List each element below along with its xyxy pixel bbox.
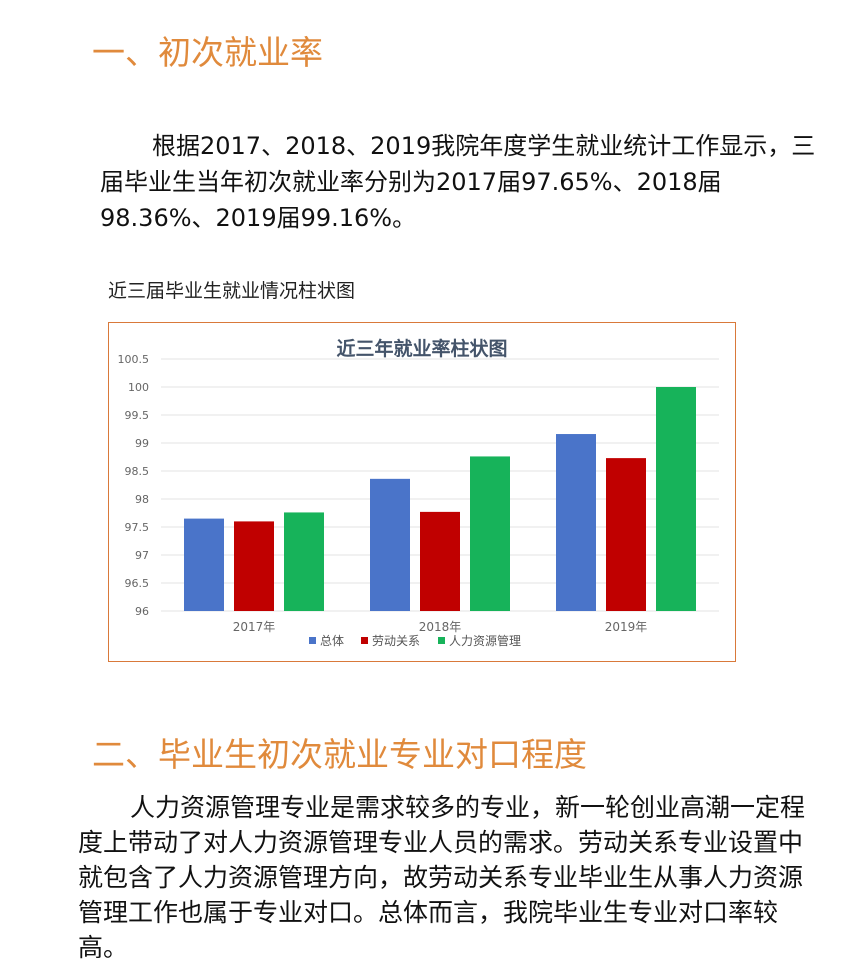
bar (234, 521, 274, 611)
y-tick-label: 96 (135, 605, 149, 618)
y-tick-label: 100.5 (118, 353, 150, 366)
bar (606, 458, 646, 611)
bar (420, 511, 460, 611)
bar (184, 518, 224, 611)
bar-chart-svg: 近三年就业率柱状图 96 96.5 97 97.5 98 98.5 99 99.5 100 100.… (118, 337, 719, 648)
y-tick-label: 100 (128, 381, 149, 394)
bar (556, 434, 596, 611)
bar (656, 387, 696, 611)
section1-title: 一、初次就业率 (92, 33, 323, 72)
bar (470, 456, 510, 611)
chart-title: 近三年就业率柱状图 (336, 337, 507, 360)
x-tick-label: 2019年 (605, 620, 648, 634)
section2-paragraph: 人力资源管理专业是需求较多的专业，新一轮创业高潮一定程度上带动了对人力资源管理专… (78, 790, 818, 965)
y-tick-label: 96.5 (125, 577, 150, 590)
section1-paragraph: 根据2017、2018、2019我院年度学生就业统计工作显示，三届毕业生当年初次… (100, 128, 820, 236)
legend-swatch (361, 637, 368, 644)
chart-caption: 近三届毕业生就业情况柱状图 (108, 280, 356, 302)
legend-swatch (438, 637, 445, 644)
section1-paragraph-text: 根据2017、2018、2019我院年度学生就业统计工作显示，三届毕业生当年初次… (100, 132, 816, 232)
section2-paragraph-text: 人力资源管理专业是需求较多的专业，新一轮创业高潮一定程度上带动了对人力资源管理专… (78, 793, 806, 962)
legend-swatch (309, 637, 316, 644)
bar (370, 478, 410, 611)
section2-title: 二、毕业生初次就业专业对口程度 (92, 735, 587, 774)
legend-label: 人力资源管理 (449, 633, 521, 648)
y-tick-label: 97.5 (125, 521, 150, 534)
y-tick-label: 99 (135, 437, 149, 450)
bar (284, 512, 324, 611)
y-tick-label: 98 (135, 493, 149, 506)
x-tick-label: 2018年 (419, 620, 462, 634)
y-tick-label: 98.5 (125, 465, 150, 478)
legend-label: 总体 (320, 634, 344, 648)
x-tick-label: 2017年 (233, 620, 276, 634)
y-tick-label: 99.5 (125, 409, 150, 422)
y-tick-label: 97 (135, 549, 149, 562)
bar-chart: 近三年就业率柱状图 96 96.5 97 97.5 98 98.5 99 99.5 100 100.… (108, 322, 736, 662)
legend-label: 劳动关系 (372, 634, 420, 648)
